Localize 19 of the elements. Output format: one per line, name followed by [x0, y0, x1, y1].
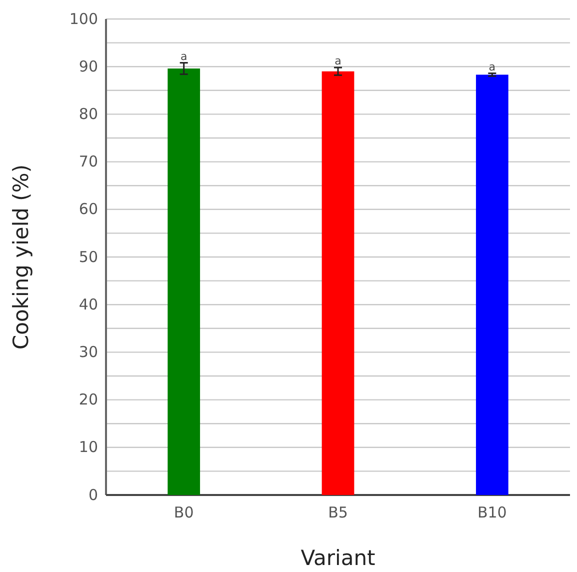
x-tick-label: B0	[174, 504, 194, 522]
y-tick-label: 100	[69, 10, 98, 28]
y-tick-label: 60	[78, 200, 98, 218]
y-tick-label: 70	[78, 152, 98, 171]
y-tick-label: 50	[78, 248, 98, 266]
x-tick-label: B5	[328, 504, 348, 522]
y-tick-label: 20	[78, 390, 98, 409]
y-axis-title: Cooking yield (%)	[9, 164, 33, 350]
annotation: a	[180, 50, 188, 63]
y-tick-label: 40	[78, 295, 98, 314]
x-axis-title: Variant	[300, 546, 376, 570]
y-tick-label: 10	[78, 438, 98, 456]
x-tick-label: B10	[477, 504, 507, 522]
y-tick-label: 90	[78, 57, 98, 76]
annotation: a	[334, 54, 342, 68]
y-tick-label: 30	[78, 343, 98, 361]
y-tick-label: 0	[88, 486, 98, 504]
y-tick-label: 80	[78, 105, 98, 123]
annotation: a	[488, 60, 496, 74]
